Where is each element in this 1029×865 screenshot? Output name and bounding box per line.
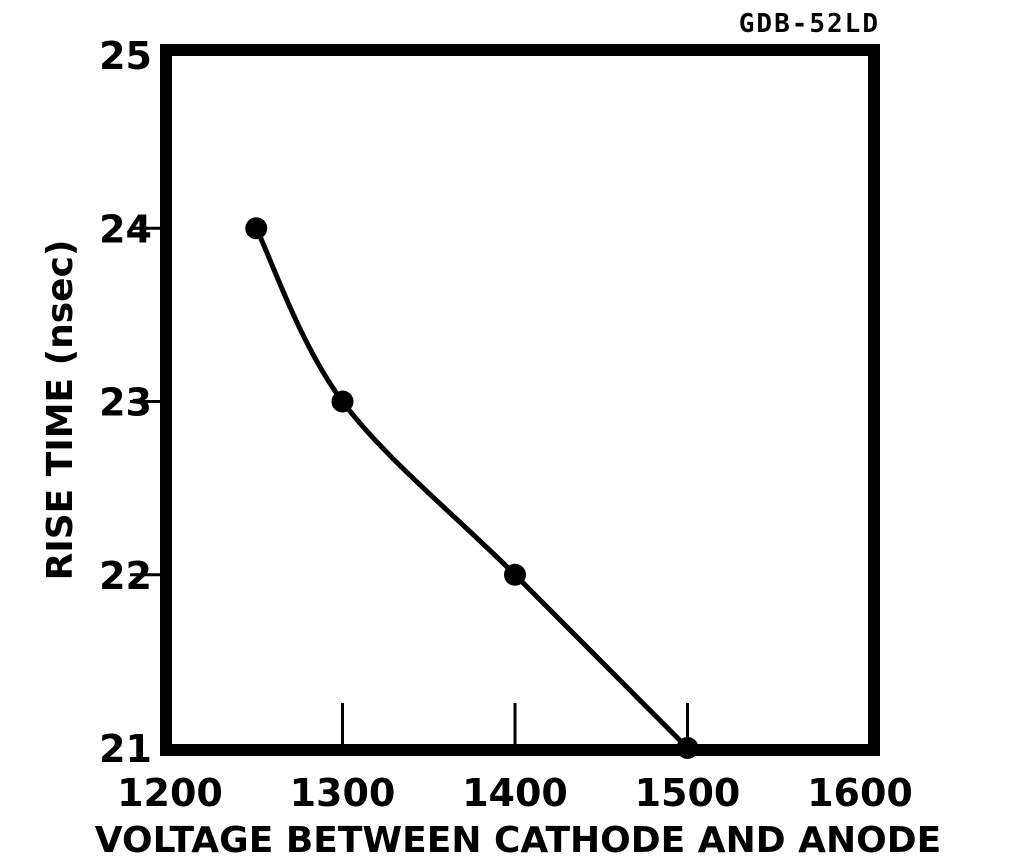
- y-axis-ticks: 21 22 23 24 25: [99, 34, 170, 771]
- y-tick-label: 21: [99, 727, 152, 771]
- y-tick-label: 23: [99, 381, 152, 425]
- x-axis-title: VOLTAGE BETWEEN CATHODE AND ANODE: [95, 820, 942, 861]
- x-tick-label: 1300: [290, 771, 396, 815]
- x-tick-label: 1600: [807, 771, 913, 815]
- figure-id: GDB-52LD: [739, 9, 880, 39]
- y-tick-label: 22: [99, 554, 152, 598]
- data-point: [504, 563, 526, 586]
- series-line: [253, 225, 690, 751]
- y-axis-title: RISE TIME (nsec): [40, 240, 81, 581]
- x-axis-ticks: 1200 1300 1400 1500 1600: [117, 703, 913, 815]
- x-tick-label: 1200: [117, 771, 223, 815]
- data-point: [331, 390, 354, 413]
- y-tick-label: 25: [99, 34, 152, 78]
- x-tick-label: 1500: [635, 771, 741, 815]
- x-tick-label: 1400: [462, 771, 568, 815]
- data-point: [245, 217, 268, 240]
- y-tick-label: 24: [99, 207, 152, 251]
- plot-frame: [160, 44, 880, 756]
- series-group: [245, 217, 699, 759]
- data-point: [676, 737, 699, 759]
